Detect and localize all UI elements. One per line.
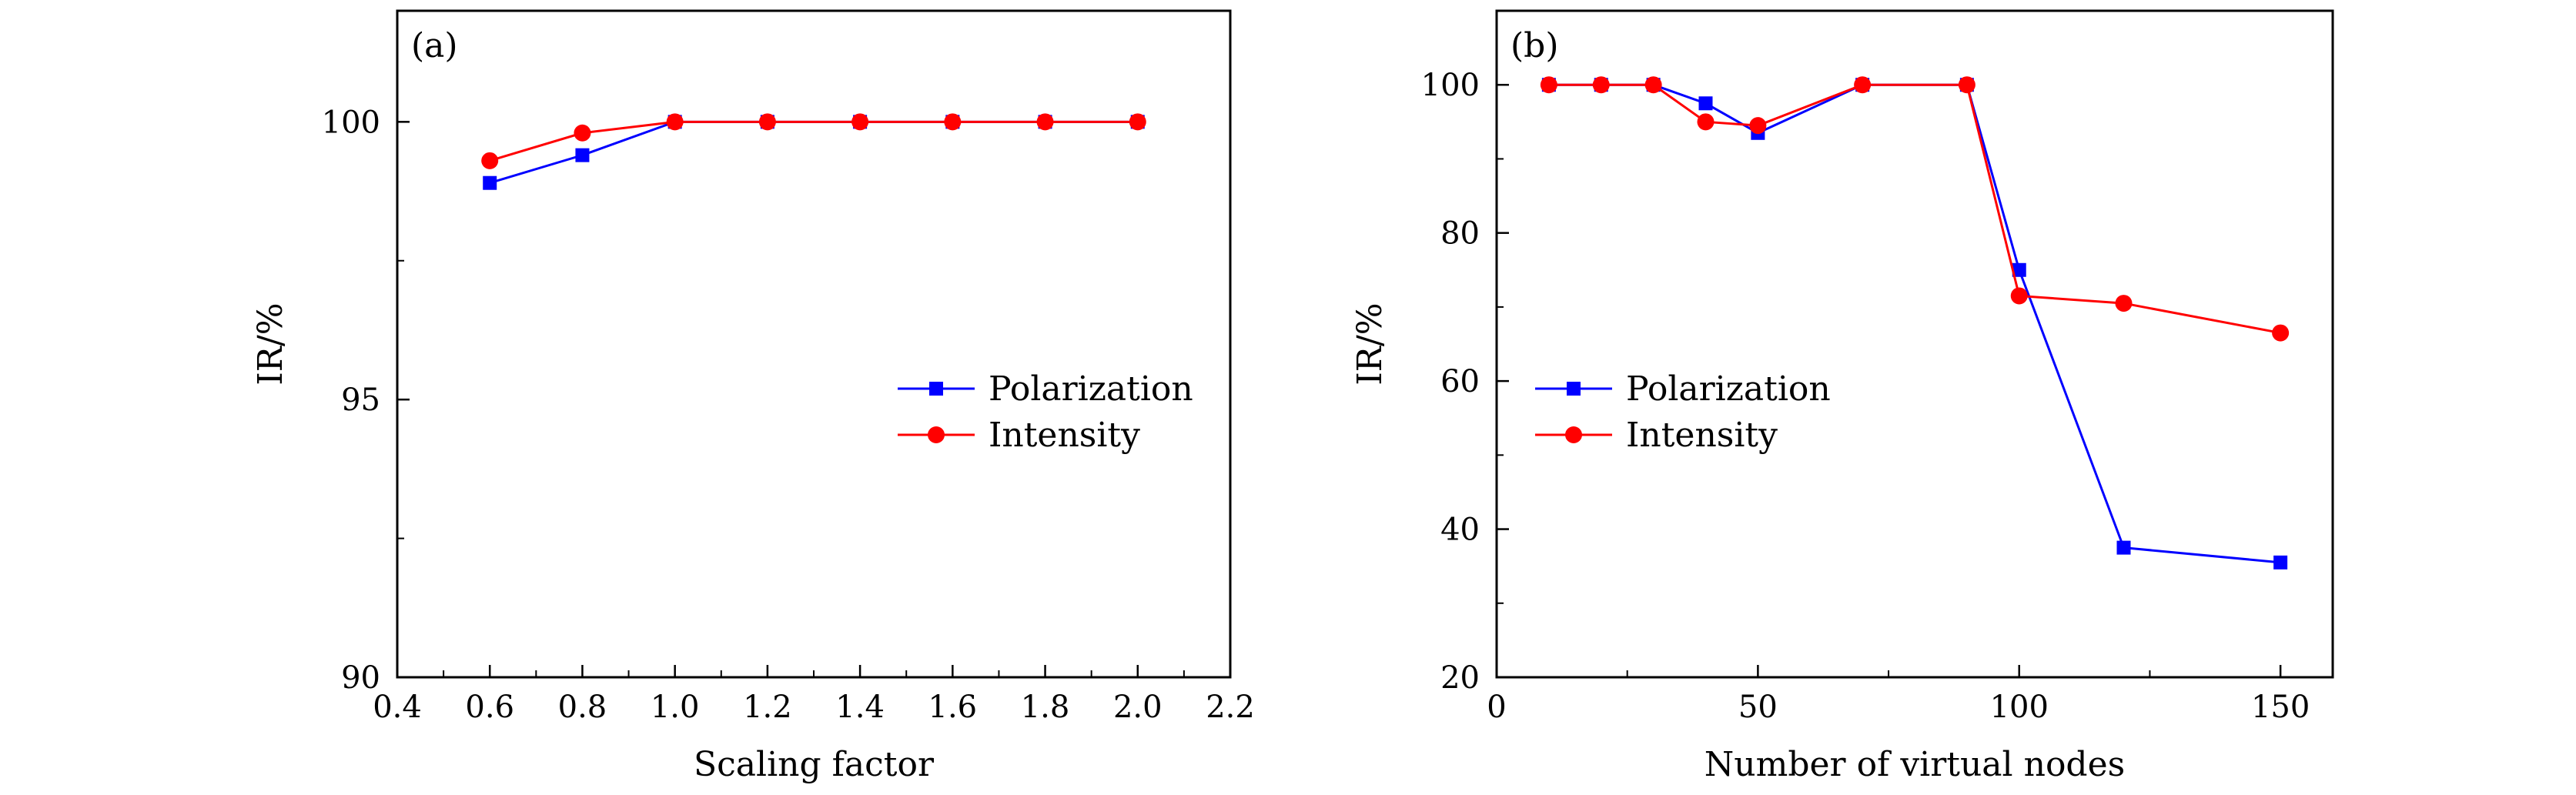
y-tick-label: 95 [341, 382, 380, 418]
data-point [851, 113, 869, 131]
series-polarization [1541, 78, 2288, 570]
data-point [1854, 76, 1872, 94]
series-line [489, 120, 1138, 162]
x-axis-title: Number of virtual nodes [1705, 745, 2125, 784]
data-point [758, 113, 776, 131]
x-tick-label: 2.2 [1206, 690, 1255, 725]
x-tick-label: 1.2 [743, 690, 792, 725]
x-tick-label: 50 [1738, 690, 1778, 725]
panel-label: (b) [1510, 26, 1559, 65]
legend-marker [1565, 426, 1582, 443]
y-tick-label: 40 [1440, 513, 1480, 548]
series-intensity [1540, 76, 2290, 342]
legend-label: Polarization [1626, 369, 1831, 409]
x-axis-title: Scaling factor [694, 745, 935, 784]
y-tick-label: 80 [1440, 216, 1480, 252]
chart-panel-1: 0.4 0.6 0.8 1.0 1.2 1.4 1.6 1.8 2.0 2.2 90 95 100 Sca… [251, 9, 1255, 784]
data-point [666, 113, 684, 131]
series-line [1548, 83, 2281, 564]
x-tick-label: 1.6 [928, 690, 978, 725]
data-point [1644, 76, 1662, 94]
x-tick-label: 1.4 [835, 690, 885, 725]
y-axis-title: IR/% [1350, 302, 1390, 385]
series-line [1548, 83, 2281, 335]
x-tick-label: 0 [1487, 690, 1506, 725]
plot-frame [1495, 9, 2334, 679]
data-point [1129, 113, 1146, 131]
legend-label: Intensity [989, 416, 1140, 455]
data-point [1592, 76, 1610, 94]
data-point [2272, 324, 2290, 342]
x-tick-label: 150 [2251, 690, 2310, 725]
data-point [1749, 117, 1767, 135]
legend-marker [928, 426, 945, 443]
x-tick-label: 0.4 [373, 690, 422, 725]
x-tick-label: 2.0 [1113, 690, 1163, 725]
data-point [574, 124, 591, 142]
x-tick-label: 1.0 [651, 690, 700, 725]
data-point [1697, 113, 1715, 131]
plot-frame [396, 9, 1232, 679]
legend-label: Intensity [1626, 416, 1778, 455]
data-point [1540, 76, 1557, 94]
chart-panel-2: 0 50 100 150 20 40 60 80 100 Number of virtual no… [1350, 9, 2334, 784]
data-point [483, 175, 497, 190]
x-tick-label: 100 [1990, 690, 2049, 725]
y-tick-label: 20 [1440, 660, 1480, 696]
x-tick-label: 0.8 [558, 690, 607, 725]
data-point [2012, 262, 2026, 277]
data-point [1958, 76, 1975, 94]
legend-label: Polarization [989, 369, 1193, 409]
x-tick-label: 0.6 [465, 690, 514, 725]
x-tick-label: 1.8 [1021, 690, 1070, 725]
data-point [481, 152, 499, 169]
data-point [2115, 295, 2133, 312]
data-point [2273, 555, 2288, 570]
data-point [2010, 287, 2028, 305]
legend: Polarization Intensity [898, 369, 1193, 455]
data-point [1698, 96, 1713, 111]
y-axis-title: IR/% [251, 302, 290, 385]
data-point [2116, 540, 2131, 555]
y-tick-label: 100 [1421, 68, 1480, 103]
legend: Polarization Intensity [1535, 369, 1831, 455]
series-intensity [481, 113, 1146, 169]
data-point [1036, 113, 1054, 131]
data-point [944, 113, 962, 131]
y-tick-label: 100 [322, 105, 380, 140]
legend-marker [1567, 382, 1581, 396]
legend-marker [929, 382, 943, 396]
data-point [575, 148, 590, 162]
y-tick-label: 60 [1440, 364, 1480, 399]
y-tick-label: 90 [341, 660, 380, 696]
panel-label: (a) [411, 26, 458, 65]
